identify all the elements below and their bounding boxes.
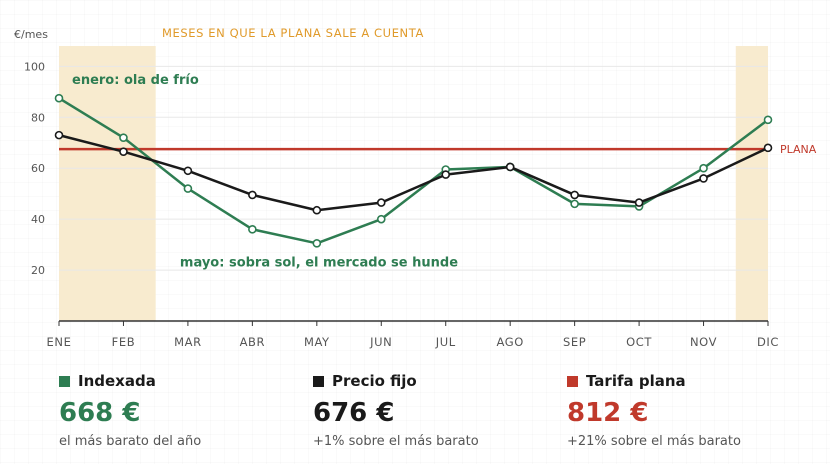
indexada-point bbox=[119, 133, 128, 142]
indexada-point bbox=[570, 199, 579, 209]
fijo-point bbox=[634, 198, 644, 207]
highlight-band bbox=[735, 46, 768, 321]
y-tick-label: 80 bbox=[31, 111, 45, 124]
x-tick-label: JUN bbox=[369, 335, 392, 349]
plana-label: PLANA bbox=[780, 143, 817, 156]
highlight-band bbox=[59, 46, 156, 321]
indexada-point bbox=[763, 115, 773, 125]
highlight-label: MESES EN QUE LA PLANA SALE A CUENTA bbox=[162, 26, 424, 40]
fijo-point bbox=[54, 130, 64, 140]
card-note: +1% sobre el más barato bbox=[313, 434, 479, 449]
card-title: Tarifa plana bbox=[586, 372, 686, 390]
card-total: 812 € bbox=[567, 398, 649, 428]
y-tick-label: 40 bbox=[31, 213, 45, 226]
card-title: Precio fijo bbox=[332, 372, 417, 390]
summary-card-plana: Tarifa plana 812 € +21% sobre el más bar… bbox=[567, 372, 741, 449]
summary-card-fijo: Precio fijo 676 € +1% sobre el más barat… bbox=[313, 372, 479, 449]
annotation: enero: ola de frío bbox=[72, 73, 199, 88]
summary-cards: Indexada 668 € el más barato del año Pre… bbox=[59, 372, 819, 462]
indexada-point bbox=[54, 93, 64, 103]
card-total: 676 € bbox=[313, 398, 395, 428]
x-tick-label: DIC bbox=[757, 335, 779, 349]
y-tick-label: 100 bbox=[24, 60, 45, 73]
indexada-point bbox=[248, 225, 257, 234]
annotation: mayo: sobra sol, el mercado se hunde bbox=[180, 255, 458, 270]
card-note: el más barato del año bbox=[59, 434, 202, 449]
summary-card-indexada: Indexada 668 € el más barato del año bbox=[59, 372, 201, 449]
indexada-line bbox=[58, 97, 769, 245]
x-tick-label: NOV bbox=[690, 335, 717, 349]
fijo-point bbox=[376, 198, 386, 207]
plana-swatch bbox=[567, 375, 578, 387]
fijo-point bbox=[763, 143, 773, 153]
y-tick-label: 60 bbox=[31, 162, 45, 175]
x-tick-label: ENE bbox=[47, 335, 72, 349]
x-tick-label: FEB bbox=[112, 335, 136, 349]
fijo-swatch bbox=[313, 375, 324, 387]
card-title: Indexada bbox=[78, 372, 156, 390]
x-tick-label: ABR bbox=[240, 335, 266, 349]
x-tick-label: JUL bbox=[435, 335, 456, 349]
y-tick-label: 20 bbox=[31, 264, 45, 277]
y-axis-label: €/mes bbox=[14, 28, 48, 41]
fijo-line bbox=[58, 133, 769, 212]
card-note: +21% sobre el más barato bbox=[567, 434, 741, 449]
x-tick-label: OCT bbox=[626, 335, 652, 349]
fijo-point bbox=[119, 147, 128, 156]
fijo-point bbox=[699, 174, 708, 183]
fijo-point bbox=[248, 190, 257, 200]
x-tick-label: SEP bbox=[563, 335, 586, 349]
indexada-swatch bbox=[59, 375, 70, 387]
fijo-point bbox=[183, 166, 193, 176]
indexada-point bbox=[312, 239, 322, 248]
monthly-cost-chart: MESES EN QUE LA PLANA SALE A CUENTA 20 40 6… bbox=[14, 26, 817, 349]
indexada-point bbox=[183, 184, 193, 193]
indexada-point bbox=[376, 214, 386, 224]
fijo-point bbox=[505, 162, 515, 172]
x-tick-label: MAY bbox=[304, 335, 330, 349]
fijo-point bbox=[441, 170, 451, 179]
x-tick-label: AGO bbox=[496, 335, 523, 349]
x-tick-label: MAR bbox=[174, 335, 202, 349]
indexada-point bbox=[699, 163, 708, 173]
card-total: 668 € bbox=[59, 398, 141, 428]
fijo-point bbox=[312, 205, 322, 215]
fijo-point bbox=[570, 190, 579, 200]
